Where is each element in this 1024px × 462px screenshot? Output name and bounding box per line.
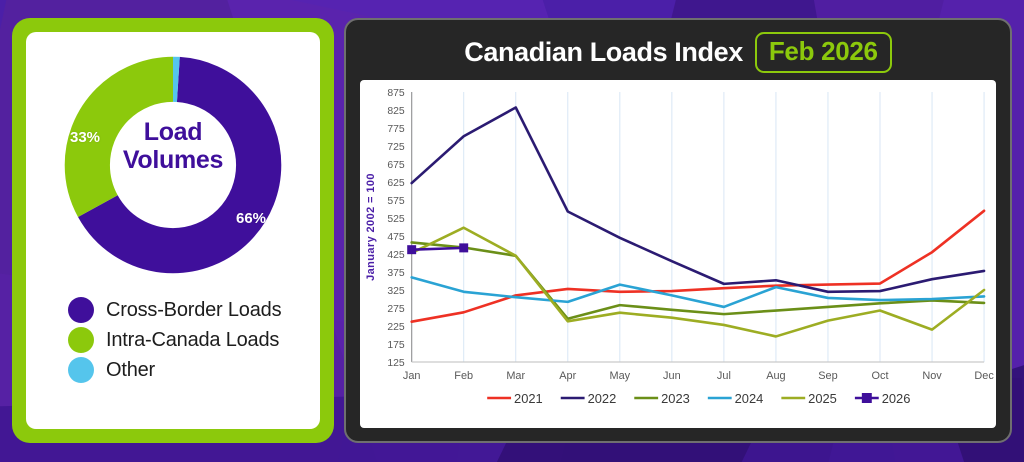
legend-swatch-other (68, 357, 94, 383)
svg-text:275: 275 (387, 304, 405, 315)
load-volumes-card: Load Volumes 33% 66% Cross-Border Loads … (12, 18, 334, 443)
legend-item-cross-border: Cross-Border Loads (68, 297, 282, 323)
chart-series-lines (407, 106, 986, 338)
legend-item-intra-canada: Intra-Canada Loads (68, 327, 281, 353)
chart-header: Canadian Loads Index Feb 2026 (360, 30, 996, 74)
svg-text:425: 425 (387, 250, 405, 261)
svg-text:Feb: Feb (454, 370, 473, 382)
svg-text:225: 225 (387, 322, 405, 333)
chart-x-tick-labels: Jan Feb Mar Apr May Jun Jul Aug Sep Oct Nov Dec (403, 370, 994, 382)
chart-legend: 2021 2022 2023 2024 2025 2026 (487, 391, 910, 406)
svg-text:May: May (610, 370, 631, 382)
svg-text:725: 725 (387, 142, 405, 153)
donut-percent-intra-canada: 33% (70, 129, 101, 146)
legend-swatch-intra-canada (68, 327, 94, 353)
svg-text:Dec: Dec (974, 370, 994, 382)
svg-text:2025: 2025 (808, 391, 837, 406)
svg-text:775: 775 (387, 124, 405, 135)
legend-label-other: Other (106, 358, 156, 381)
svg-text:Apr: Apr (559, 370, 576, 382)
donut-slice-other (64, 56, 282, 274)
svg-text:875: 875 (387, 88, 405, 99)
legend-item-other: Other (68, 357, 281, 383)
chart-y-axis-title: January 2002 = 100 (365, 173, 377, 281)
donut-percent-cross-border: 66% (236, 210, 267, 227)
chart-axes (411, 92, 985, 363)
svg-text:125: 125 (387, 358, 405, 369)
donut-legend: Cross-Border Loads Intra-Canada Loads Ot… (68, 297, 282, 387)
svg-text:2026: 2026 (882, 391, 911, 406)
svg-text:Nov: Nov (922, 370, 942, 382)
svg-text:175: 175 (387, 340, 405, 351)
legend-label-intra-canada: Intra-Canada Loads (106, 328, 280, 351)
svg-text:625: 625 (387, 178, 405, 189)
canadian-loads-index-card: Canadian Loads Index Feb 2026 125 175 225 2… (344, 18, 1012, 443)
svg-text:Jul: Jul (717, 370, 731, 382)
svg-text:Mar: Mar (506, 370, 525, 382)
donut-center-line1: Load (143, 118, 203, 146)
svg-text:575: 575 (387, 196, 405, 207)
line-chart-svg: 125 175 225 275 325 375 425 475 525 575 625 675 725 7… (365, 88, 994, 406)
svg-text:Jun: Jun (663, 370, 681, 382)
svg-text:January 2002 = 100: January 2002 = 100 (365, 173, 377, 281)
svg-text:675: 675 (387, 160, 405, 171)
legend-label-cross-border: Cross-Border Loads (106, 298, 282, 321)
donut-slice-cross-border (64, 56, 282, 274)
legend-swatch-cross-border (68, 297, 94, 323)
svg-text:2022: 2022 (588, 391, 617, 406)
donut-chart-svg (64, 56, 282, 274)
chart-title: Canadian Loads Index (464, 36, 743, 67)
svg-text:Aug: Aug (766, 370, 785, 382)
chart-y-tick-labels: 125 175 225 275 325 375 425 475 525 575 625 675 725 7… (387, 88, 405, 369)
svg-text:2024: 2024 (735, 391, 764, 406)
donut-chart: Load Volumes 33% 66% (54, 46, 292, 284)
svg-text:325: 325 (387, 286, 405, 297)
svg-text:2021: 2021 (514, 391, 543, 406)
svg-text:375: 375 (387, 268, 405, 279)
svg-text:Oct: Oct (872, 370, 889, 382)
svg-text:475: 475 (387, 232, 405, 243)
svg-text:525: 525 (387, 214, 405, 225)
line-chart-plot: 125 175 225 275 325 375 425 475 525 575 625 675 725 7… (360, 80, 996, 428)
period-badge: Feb 2026 (754, 31, 892, 73)
donut-center-line2: Volumes (122, 146, 224, 174)
donut-center-label: Load Volumes (54, 118, 292, 174)
svg-text:Jan: Jan (403, 370, 421, 382)
svg-text:2023: 2023 (661, 391, 690, 406)
svg-text:825: 825 (387, 106, 405, 117)
svg-text:Sep: Sep (818, 370, 837, 382)
